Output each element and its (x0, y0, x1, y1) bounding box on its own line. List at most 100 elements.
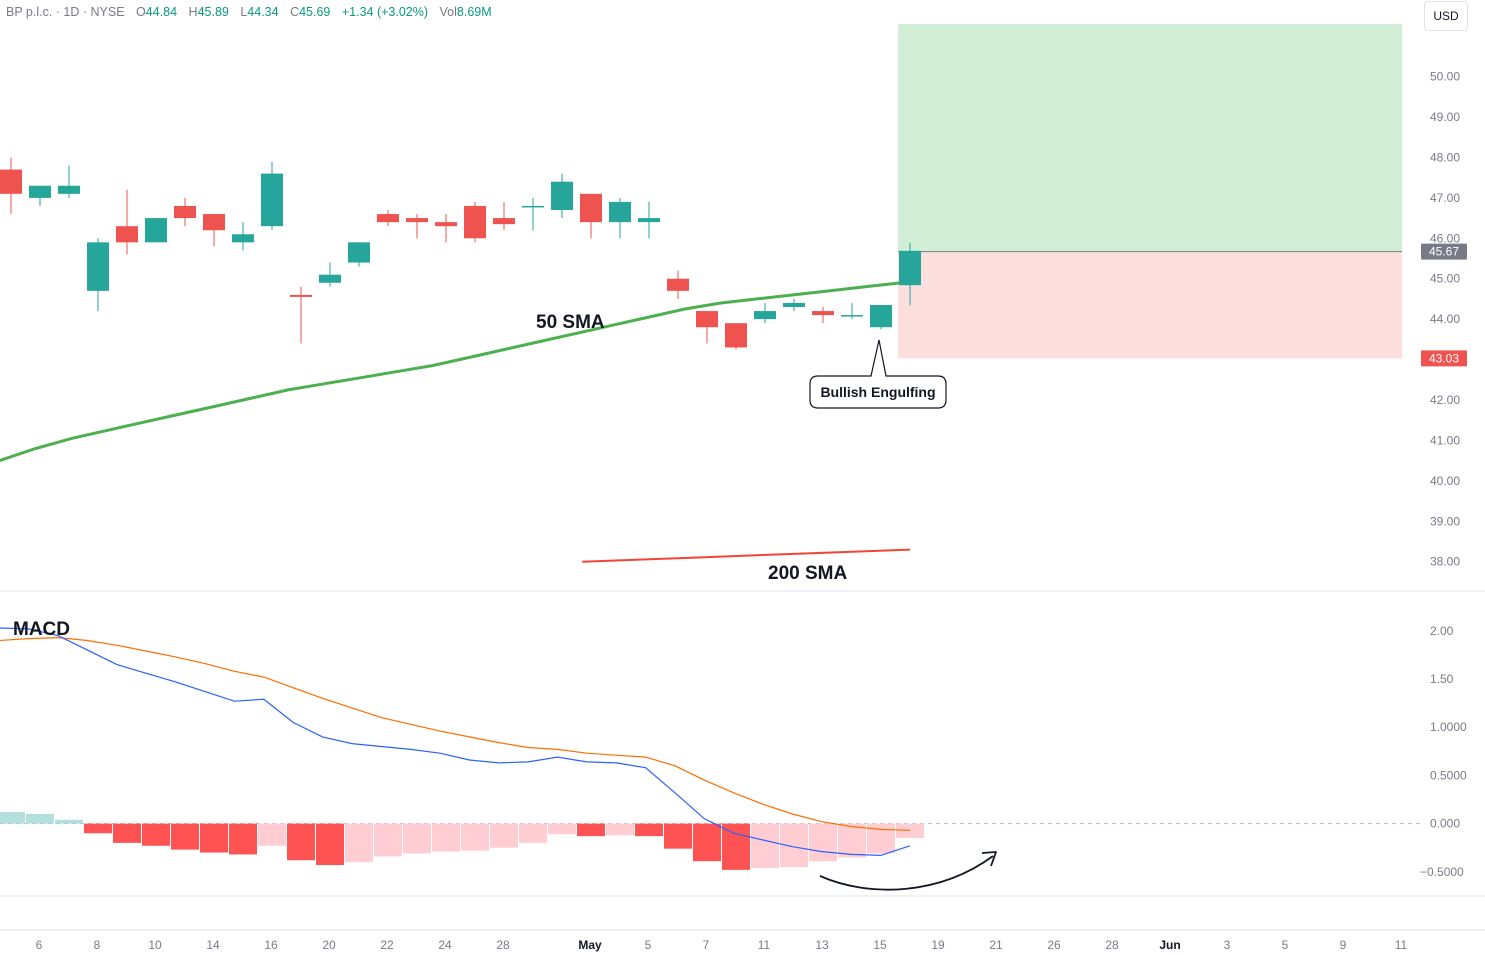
time-tick-label: 5 (645, 938, 652, 952)
current-price-label: 45.67 (1429, 245, 1459, 259)
open-label: O (136, 5, 146, 19)
candle-body (580, 193, 602, 223)
candle-body (812, 311, 834, 316)
time-tick-label: 3 (1224, 938, 1231, 952)
macd-histogram-bar (548, 823, 576, 835)
candle (261, 161, 283, 231)
macd-axis[interactable]: 2.00 1.50 1.0000 0.5000 0.000 −0.5000 (1420, 624, 1467, 879)
sma200-line (582, 548, 911, 563)
open-value: 44.84 (145, 5, 178, 19)
macd-histogram-bar (345, 823, 373, 863)
candle (406, 214, 428, 239)
time-axis[interactable]: 6 8 10 14 16 20 22 24 28 May 5 7 11 13 15 19 21 26 28 Jun 3 5… (36, 938, 1408, 952)
price-tick-label: 49.00 (1430, 110, 1460, 124)
time-tick-label: 9 (1340, 938, 1347, 952)
candle (522, 197, 544, 231)
candle (348, 242, 370, 267)
macd-histogram-bar (693, 823, 721, 862)
price-tick-label: 46.00 (1430, 231, 1460, 245)
stop-price-badge (1421, 350, 1467, 367)
currency-button[interactable]: USD (1424, 1, 1468, 31)
time-tick-label: 28 (1105, 938, 1119, 952)
candle (812, 307, 834, 324)
macd-histogram-bar (258, 823, 286, 846)
macd-tick-label: 1.0000 (1430, 720, 1467, 734)
macd-histogram-bar (490, 823, 518, 848)
candle-body (551, 181, 573, 210)
candle-body (290, 294, 312, 297)
macd-histogram-bar (287, 823, 315, 861)
macd-tick-label: 0.000 (1430, 817, 1460, 831)
candle-body (725, 323, 747, 348)
position-zones[interactable] (898, 24, 1402, 359)
macd-histogram-bar (374, 823, 402, 857)
candle (899, 242, 921, 306)
volume-value: 8.69M (456, 5, 492, 19)
high-value: 45.89 (197, 5, 229, 19)
volume-label: Vol (439, 5, 457, 19)
macd-line (0, 627, 911, 857)
candle-body (145, 218, 167, 243)
candle (58, 165, 80, 198)
macd-histogram-bar (606, 823, 634, 836)
stop-price-label: 43.03 (1429, 351, 1459, 365)
sma200-annotation: 200 SMA (768, 563, 847, 584)
macd-histogram-bar (142, 823, 170, 846)
candle-body (435, 222, 457, 227)
time-tick-label: 19 (931, 938, 945, 952)
price-tick-label: 50.00 (1430, 70, 1460, 84)
candle (696, 311, 718, 344)
price-tick-label: 45.00 (1430, 272, 1460, 286)
macd-signal-line (0, 636, 911, 831)
macd-tick-label: −0.5000 (1420, 865, 1464, 879)
candle-body (58, 185, 80, 194)
time-tick-label: 15 (873, 938, 887, 952)
macd-tick-label: 1.50 (1430, 672, 1454, 686)
symbol-info[interactable]: BP p.l.c. · 1D · NYSE (6, 5, 125, 19)
macd-histogram-bar (171, 823, 199, 850)
price-tick-label: 48.00 (1430, 150, 1460, 164)
profit-zone (898, 24, 1402, 252)
price-tick-label: 44.00 (1430, 312, 1460, 326)
macd-histogram-bar (403, 823, 431, 854)
candle (725, 323, 747, 350)
macd-title: MACD (13, 619, 70, 640)
low-label: L (240, 5, 248, 19)
macd-histogram-bar (113, 823, 141, 843)
time-tick-label: 6 (36, 938, 43, 952)
time-tick-label: 11 (758, 938, 771, 952)
price-axis[interactable]: 50.00 49.00 48.00 47.00 46.00 45.00 44.00 42.00… (1421, 70, 1467, 569)
time-tick-label: 16 (264, 938, 278, 952)
low-value: 44.34 (247, 5, 279, 19)
candle (116, 189, 138, 255)
time-tick-label: 10 (148, 938, 162, 952)
macd-histogram-bar (0, 812, 25, 824)
candle-body (493, 218, 515, 225)
time-tick-label: 13 (815, 938, 829, 952)
macd-histogram-bar (838, 823, 866, 858)
candle-body (29, 185, 51, 198)
macd-histogram-bar (809, 823, 837, 862)
macd-histogram-bar (26, 813, 54, 824)
candle (493, 201, 515, 231)
candle-body (841, 315, 863, 317)
macd-histogram-bar (722, 823, 750, 870)
candle (638, 201, 660, 239)
candle (290, 286, 312, 344)
candle (783, 298, 805, 312)
sma-layer (0, 281, 911, 563)
macd-histogram-bar (664, 823, 692, 849)
price-tick-label: 47.00 (1430, 191, 1460, 205)
candle (29, 185, 51, 206)
macd-histogram-bar (200, 823, 228, 853)
candle (754, 302, 776, 324)
candle (841, 302, 863, 320)
candle-body (667, 278, 689, 291)
price-tick-label: 38.00 (1430, 555, 1460, 569)
macd-histogram-bar (751, 823, 779, 868)
time-tick-label: May (578, 938, 602, 952)
callout-box (809, 339, 947, 409)
time-tick-label: 20 (322, 938, 336, 952)
macd-histogram-bar (461, 823, 489, 851)
